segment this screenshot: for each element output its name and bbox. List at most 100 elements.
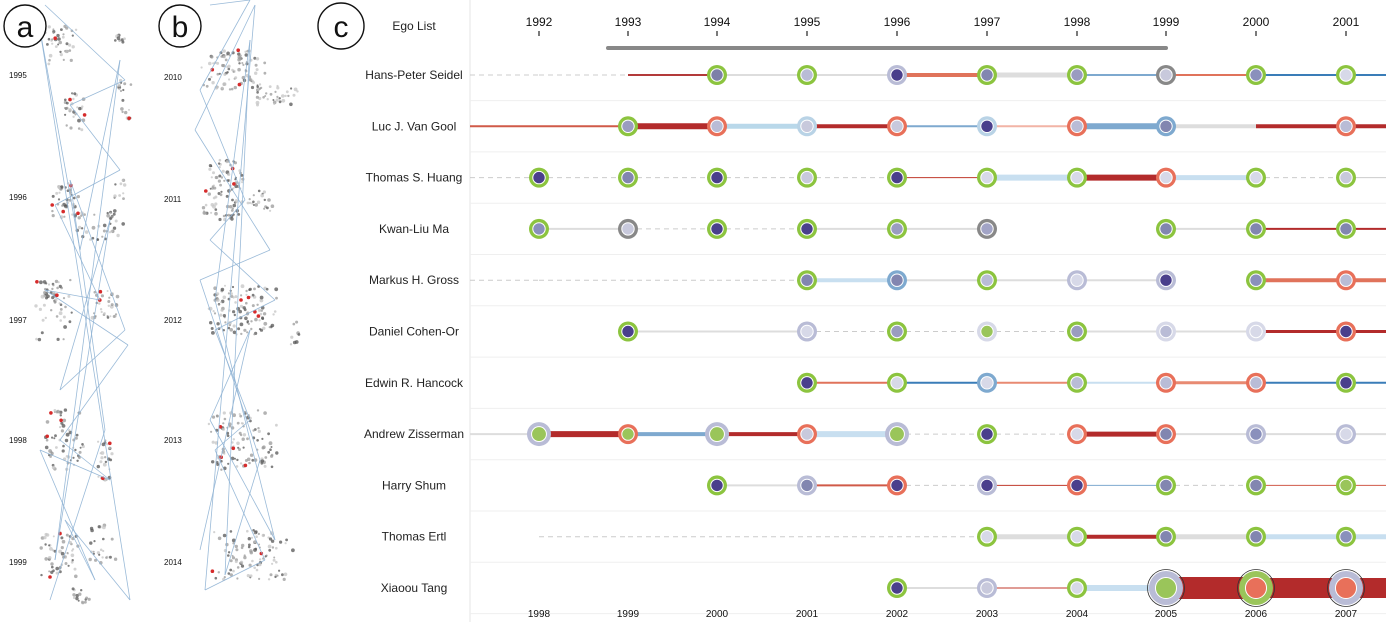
ego-node[interactable] [885,422,909,447]
ego-node[interactable] [977,321,997,342]
ego-node[interactable] [977,116,997,137]
ego-row[interactable]: Thomas S. Huang [366,167,1386,204]
ego-node[interactable] [797,424,817,445]
ego-node[interactable] [1067,65,1087,85]
ego-row[interactable]: Xiaoou Tang [381,569,1386,615]
ego-node[interactable] [1156,475,1176,496]
ego-node[interactable] [1336,218,1356,239]
ego-node[interactable] [977,65,997,85]
ego-node[interactable] [1067,116,1087,137]
ego-node[interactable] [887,167,907,188]
ego-node[interactable] [887,321,907,342]
ego-node[interactable] [1336,270,1356,291]
ego-node[interactable] [1067,167,1087,188]
ego-node[interactable] [1246,526,1266,547]
ego-row[interactable]: Kwan-Liu Ma [379,218,1386,255]
ego-node[interactable] [1246,424,1266,445]
ego-node[interactable] [1246,270,1266,291]
ego-node[interactable] [887,218,907,239]
ego-node[interactable] [1156,321,1176,342]
ego-node[interactable] [977,578,997,598]
ego-node[interactable] [618,321,638,342]
ego-node[interactable] [707,65,727,85]
ego-row[interactable]: Thomas Ertl [382,526,1386,563]
ego-node[interactable] [1156,218,1176,239]
ego-name[interactable]: Harry Shum [382,478,446,492]
ego-node[interactable] [797,475,817,496]
ego-node[interactable] [977,218,997,239]
ego-node[interactable] [1246,218,1266,239]
ego-node[interactable] [1237,569,1275,607]
ego-node[interactable] [797,65,817,85]
ego-node[interactable] [1246,475,1266,496]
ego-node[interactable] [887,475,907,496]
ego-node[interactable] [707,116,727,137]
ego-name[interactable]: Markus H. Gross [369,273,459,287]
ego-name[interactable]: Kwan-Liu Ma [379,222,449,236]
ego-name[interactable]: Thomas Ertl [382,530,447,544]
ego-name[interactable]: Daniel Cohen-Or [369,325,459,339]
ego-node[interactable] [887,372,907,393]
ego-node[interactable] [707,218,727,239]
ego-node[interactable] [618,167,638,188]
ego-node[interactable] [1067,526,1087,547]
ego-row[interactable]: Andrew Zisserman [364,422,1386,461]
ego-node[interactable] [1067,424,1087,445]
ego-name[interactable]: Hans-Peter Seidel [365,68,462,82]
ego-name[interactable]: Luc J. Van Gool [372,119,457,133]
ego-node[interactable] [797,270,817,291]
ego-node[interactable] [1336,475,1356,496]
ego-node[interactable] [1246,167,1266,188]
ego-node[interactable] [1156,116,1176,137]
ego-node[interactable] [707,167,727,188]
ego-node[interactable] [1156,424,1176,445]
ego-node[interactable] [1336,116,1356,137]
ego-node[interactable] [1156,372,1176,393]
ego-node[interactable] [977,270,997,291]
ego-node[interactable] [1156,526,1176,547]
ego-node[interactable] [1067,475,1087,496]
ego-name[interactable]: Thomas S. Huang [366,171,463,185]
ego-row[interactable]: Luc J. Van Gool [372,116,1386,153]
ego-node[interactable] [887,578,907,598]
ego-node[interactable] [797,116,817,137]
ego-node[interactable] [1336,372,1356,393]
ego-node[interactable] [977,475,997,496]
ego-node[interactable] [529,167,549,188]
ego-row[interactable]: Edwin R. Hancock [365,372,1386,409]
ego-node[interactable] [1336,65,1356,85]
ego-name[interactable]: Edwin R. Hancock [365,376,464,390]
ego-node[interactable] [1156,167,1176,188]
ego-name[interactable]: Andrew Zisserman [364,427,464,441]
ego-node[interactable] [1067,321,1087,342]
ego-node[interactable] [705,422,729,447]
ego-node[interactable] [529,218,549,239]
ego-node[interactable] [1336,167,1356,188]
ego-node[interactable] [887,65,907,85]
ego-node[interactable] [1067,372,1087,393]
ego-node[interactable] [1156,65,1176,85]
ego-row[interactable]: Harry Shum [382,475,1386,512]
ego-node[interactable] [1246,321,1266,342]
ego-node[interactable] [707,475,727,496]
ego-node[interactable] [887,270,907,291]
ego-node[interactable] [618,116,638,137]
ego-node[interactable] [1246,372,1266,393]
ego-node[interactable] [977,167,997,188]
ego-node[interactable] [797,321,817,342]
ego-node[interactable] [527,422,551,447]
ego-name[interactable]: Xiaoou Tang [381,581,448,595]
ego-node[interactable] [1246,65,1266,85]
ego-node[interactable] [1156,270,1176,291]
ego-node[interactable] [1336,526,1356,547]
ego-node[interactable] [887,116,907,137]
ego-node[interactable] [1067,270,1087,291]
ego-node[interactable] [1336,424,1356,445]
ego-node[interactable] [1147,569,1185,607]
ego-node[interactable] [1327,569,1365,607]
ego-node[interactable] [1336,321,1356,342]
ego-row[interactable]: Hans-Peter Seidel [365,65,1386,102]
ego-node[interactable] [977,372,997,393]
ego-row[interactable]: Markus H. Gross [369,270,1386,307]
ego-node[interactable] [977,526,997,547]
